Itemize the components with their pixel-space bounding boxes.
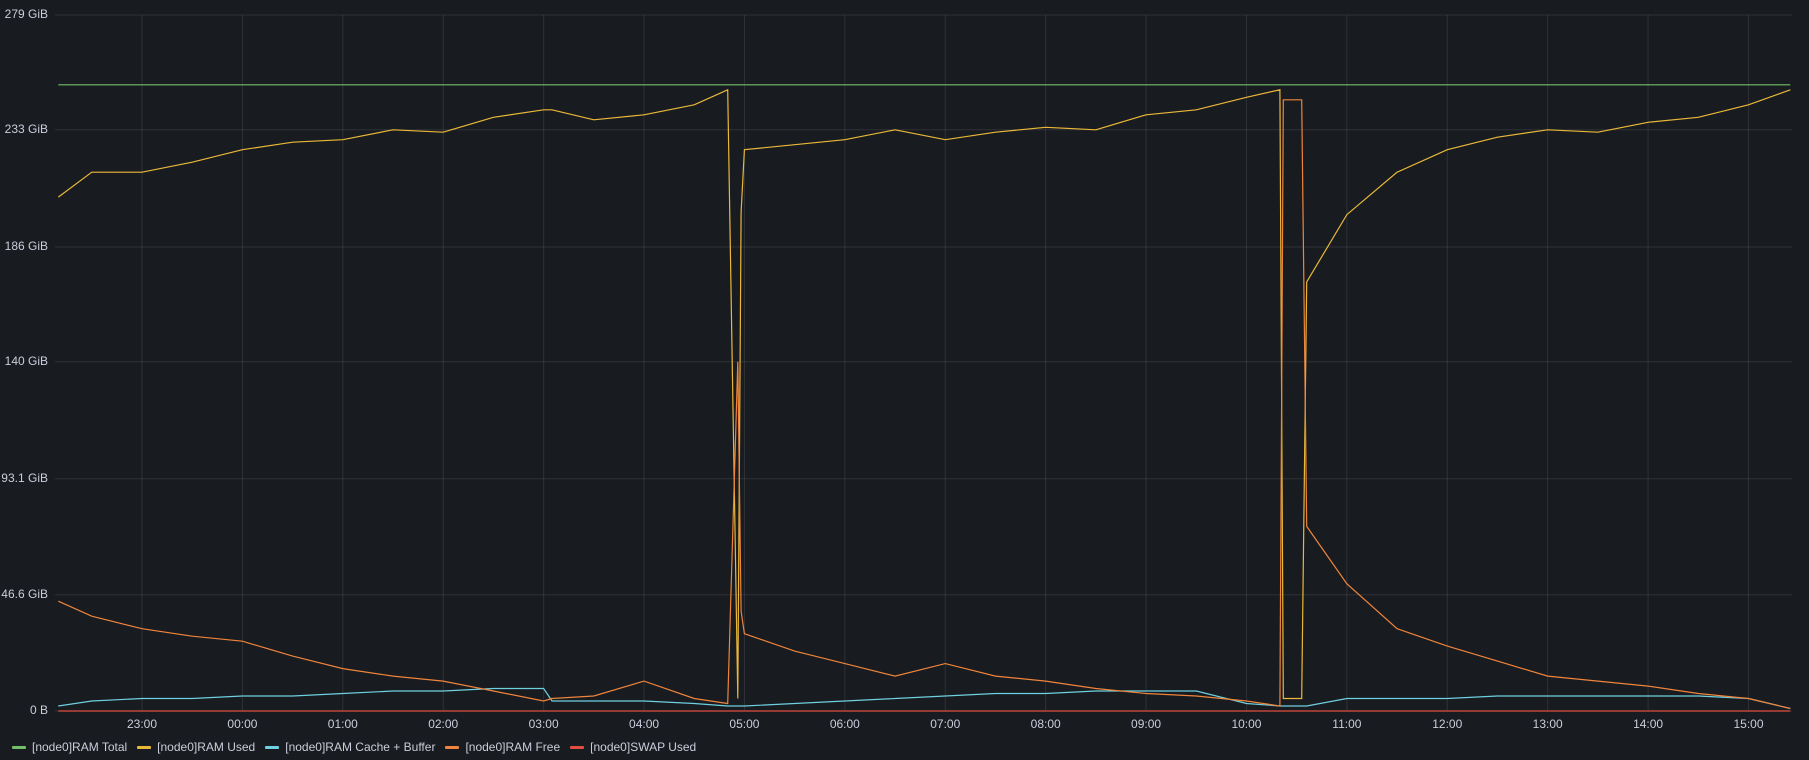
x-tick-label: 00:00 <box>227 717 257 731</box>
x-tick-label: 03:00 <box>529 717 559 731</box>
x-tick-label: 06:00 <box>830 717 860 731</box>
x-tick-label: 02:00 <box>428 717 458 731</box>
x-tick-label: 10:00 <box>1231 717 1261 731</box>
x-tick-label: 15:00 <box>1733 717 1763 731</box>
legend-item[interactable]: [node0]RAM Cache + Buffer <box>265 740 435 754</box>
y-tick-label: 46.6 GiB <box>1 587 48 601</box>
legend-swatch <box>12 745 26 749</box>
legend-item[interactable]: [node0]RAM Free <box>445 740 560 754</box>
x-tick-label: 08:00 <box>1031 717 1061 731</box>
series-line <box>58 687 1791 710</box>
legend-swatch <box>265 745 280 749</box>
legend-item[interactable]: [node0]RAM Total <box>12 740 127 754</box>
x-tick-label: 05:00 <box>729 717 759 731</box>
legend-label: [node0]SWAP Used <box>590 740 697 754</box>
y-tick-label: 140 GiB <box>5 354 48 368</box>
y-tick-label: 93.1 GiB <box>1 471 48 485</box>
legend-swatch <box>445 745 460 749</box>
y-tick-label: 0 B <box>30 703 48 717</box>
y-tick-label: 233 GiB <box>5 122 48 136</box>
legend-item[interactable]: [node0]RAM Used <box>137 740 255 754</box>
x-tick-label: 04:00 <box>629 717 659 731</box>
x-tick-label: 13:00 <box>1533 717 1563 731</box>
x-tick-label: 12:00 <box>1432 717 1462 731</box>
legend-label: [node0]RAM Free <box>465 740 561 754</box>
chart: 0 B 46.6 GiB 93.1 GiB 140 GiB 186 GiB 233 GiB… <box>1 7 1792 731</box>
legend: [node0]RAM Total [node0]RAM Used [node0]RA… <box>12 740 696 754</box>
x-tick-label: 09:00 <box>1131 717 1161 731</box>
x-tick-label: 11:00 <box>1332 717 1361 731</box>
x-tick-label: 01:00 <box>328 717 358 731</box>
series-line <box>57 88 1791 700</box>
y-tick-label: 279 GiB <box>5 7 48 21</box>
y-tick-label: 186 GiB <box>5 239 48 253</box>
x-tick-label: 07:00 <box>930 717 960 731</box>
x-tick-label: 23:00 <box>127 717 157 731</box>
legend-label: [node0]RAM Used <box>157 740 256 754</box>
legend-swatch <box>137 745 152 749</box>
series-line <box>58 99 1791 710</box>
legend-label: [node0]RAM Cache + Buffer <box>285 740 436 754</box>
x-tick-label: 14:00 <box>1633 717 1663 731</box>
legend-swatch <box>570 745 585 749</box>
legend-label: [node0]RAM Total <box>32 740 128 754</box>
legend-item[interactable]: [node0]SWAP Used <box>570 740 696 754</box>
